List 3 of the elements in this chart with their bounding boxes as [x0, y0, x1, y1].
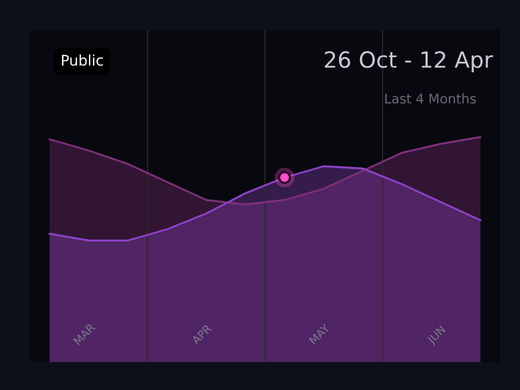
text: Public: [62, 54, 103, 66]
chart-subtitle: Last 4 Months: [385, 93, 476, 104]
chart-title: 26 Oct - 12 Apr: [324, 51, 493, 72]
